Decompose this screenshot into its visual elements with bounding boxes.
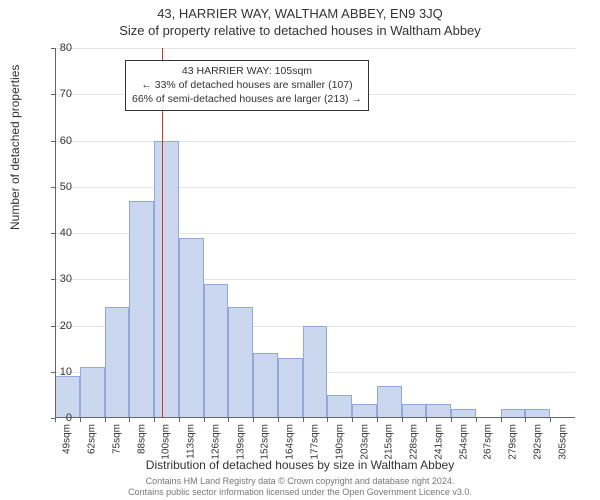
histogram-bar xyxy=(154,141,179,419)
xtick-label: 113sqm xyxy=(186,424,197,459)
xtick-label: 267sqm xyxy=(483,424,494,460)
xtick-label: 228sqm xyxy=(409,424,420,460)
histogram-bar xyxy=(105,307,130,418)
xtick-label: 88sqm xyxy=(136,424,147,454)
xtick-mark xyxy=(327,418,328,422)
xtick-mark xyxy=(426,418,427,422)
histogram-bar xyxy=(80,367,105,418)
footnote-line-1: Contains HM Land Registry data © Crown c… xyxy=(0,476,600,487)
x-axis-line xyxy=(55,417,575,418)
grid-line xyxy=(55,48,575,49)
annotation-box: 43 HARRIER WAY: 105sqm← 33% of detached … xyxy=(125,60,369,111)
chart-main-title: 43, HARRIER WAY, WALTHAM ABBEY, EN9 3JQ xyxy=(0,0,600,21)
annotation-line: 43 HARRIER WAY: 105sqm xyxy=(132,64,362,78)
histogram-bar xyxy=(129,201,154,418)
xtick-mark xyxy=(525,418,526,422)
histogram-bar xyxy=(253,353,278,418)
xtick-label: 139sqm xyxy=(235,424,246,460)
xtick-mark xyxy=(377,418,378,422)
xtick-mark xyxy=(253,418,254,422)
xtick-mark xyxy=(80,418,81,422)
xtick-mark xyxy=(402,418,403,422)
xtick-mark xyxy=(501,418,502,422)
plot-area: 43 HARRIER WAY: 105sqm← 33% of detached … xyxy=(55,48,575,418)
xtick-label: 62sqm xyxy=(87,424,98,454)
xtick-mark xyxy=(451,418,452,422)
grid-line xyxy=(55,141,575,142)
histogram-bar xyxy=(402,404,427,418)
histogram-bar xyxy=(228,307,253,418)
xtick-mark xyxy=(204,418,205,422)
xtick-label: 126sqm xyxy=(210,424,221,460)
ytick-label: 10 xyxy=(42,366,72,378)
xtick-mark xyxy=(105,418,106,422)
xtick-label: 215sqm xyxy=(384,424,395,460)
chart-sub-title: Size of property relative to detached ho… xyxy=(0,21,600,38)
histogram-bar xyxy=(179,238,204,418)
xtick-label: 279sqm xyxy=(508,424,519,460)
xtick-label: 164sqm xyxy=(285,424,296,460)
xtick-mark xyxy=(476,418,477,422)
ytick-label: 20 xyxy=(42,320,72,332)
xtick-mark xyxy=(154,418,155,422)
xtick-label: 177sqm xyxy=(310,424,321,460)
ytick-label: 40 xyxy=(42,227,72,239)
xtick-label: 292sqm xyxy=(532,424,543,460)
histogram-bar xyxy=(327,395,352,418)
histogram-bar xyxy=(426,404,451,418)
xtick-label: 75sqm xyxy=(111,424,122,454)
xtick-label: 305sqm xyxy=(557,424,568,460)
ytick-label: 50 xyxy=(42,181,72,193)
xtick-label: 152sqm xyxy=(260,424,271,460)
ytick-label: 70 xyxy=(42,88,72,100)
histogram-bar xyxy=(204,284,229,418)
xtick-mark xyxy=(550,418,551,422)
footnote-line-2: Contains public sector information licen… xyxy=(0,487,600,498)
footnote: Contains HM Land Registry data © Crown c… xyxy=(0,476,600,498)
xtick-label: 100sqm xyxy=(161,424,172,460)
annotation-line: 66% of semi-detached houses are larger (… xyxy=(132,92,362,106)
xtick-label: 254sqm xyxy=(458,424,469,460)
ytick-label: 30 xyxy=(42,273,72,285)
grid-line xyxy=(55,187,575,188)
xtick-mark xyxy=(179,418,180,422)
ytick-label: 80 xyxy=(42,42,72,54)
xtick-mark xyxy=(228,418,229,422)
xtick-label: 203sqm xyxy=(359,424,370,460)
y-axis-label: Number of detached properties xyxy=(8,65,22,230)
xtick-label: 49sqm xyxy=(62,424,73,454)
histogram-bar xyxy=(377,386,402,418)
annotation-line: ← 33% of detached houses are smaller (10… xyxy=(132,78,362,92)
xtick-label: 190sqm xyxy=(334,424,345,460)
x-axis-label: Distribution of detached houses by size … xyxy=(0,458,600,472)
histogram-bar xyxy=(303,326,328,419)
xtick-label: 241sqm xyxy=(433,424,444,460)
xtick-mark xyxy=(129,418,130,422)
xtick-mark xyxy=(278,418,279,422)
histogram-bar xyxy=(278,358,303,418)
xtick-mark xyxy=(303,418,304,422)
ytick-label: 60 xyxy=(42,135,72,147)
xtick-mark xyxy=(352,418,353,422)
ytick-label: 0 xyxy=(42,412,72,424)
histogram-bar xyxy=(352,404,377,418)
